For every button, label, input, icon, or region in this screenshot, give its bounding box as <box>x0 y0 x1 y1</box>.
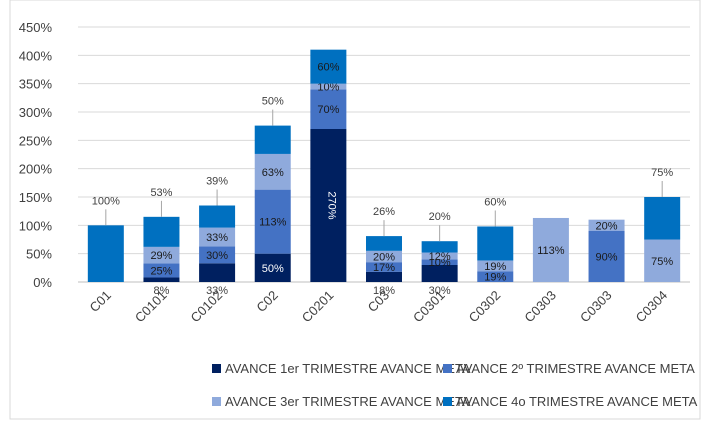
bar-segment <box>477 260 514 272</box>
data-label: 18% <box>373 285 395 297</box>
bar-segment <box>254 189 291 254</box>
bar-segment <box>532 217 569 282</box>
data-label: 8% <box>154 285 170 297</box>
data-label: 270% <box>325 191 337 219</box>
y-tick-label: 150% <box>19 190 53 205</box>
x-tick-label: C02 <box>253 288 280 315</box>
bar-segment <box>366 236 402 251</box>
data-label: 10% <box>317 82 339 94</box>
data-label: 19% <box>484 272 506 284</box>
bar-segment <box>421 265 458 282</box>
bar-segment <box>254 125 291 154</box>
bar-segment <box>199 205 236 228</box>
data-label: 30% <box>206 250 228 262</box>
bar-segment <box>199 263 236 282</box>
legend-label: AVANCE 4o TRIMESTRE AVANCE META <box>456 394 698 409</box>
data-label: 17% <box>373 262 395 274</box>
bar-segment <box>477 226 514 261</box>
data-label: 29% <box>150 250 172 262</box>
data-label: 60% <box>317 62 339 74</box>
legend-label: AVANCE 2º TRIMESTRE AVANCE META <box>456 361 695 376</box>
data-label: 60% <box>484 196 506 208</box>
bar-segment <box>254 253 291 282</box>
bar-segment <box>588 219 625 231</box>
bar-segment <box>143 263 180 278</box>
x-tick-label: C0302 <box>466 288 504 326</box>
legend-swatch <box>212 397 221 406</box>
x-tick-label: C0303 <box>521 288 559 326</box>
data-label: 50% <box>262 263 284 275</box>
y-tick-label: 100% <box>19 218 53 233</box>
data-label: 20% <box>373 252 395 264</box>
data-label: 30% <box>429 285 451 297</box>
chart-frame <box>9 0 701 420</box>
x-tick-label: C0303 <box>577 288 615 326</box>
legend-swatch <box>443 364 452 373</box>
bar-segment <box>644 239 681 282</box>
data-label: 50% <box>262 96 284 108</box>
bar-segment <box>421 252 458 260</box>
bar-segment <box>366 271 402 282</box>
y-tick-label: 0% <box>33 275 52 290</box>
data-label: 70% <box>317 104 339 116</box>
data-label: 113% <box>537 245 565 257</box>
y-tick-label: 250% <box>19 133 53 148</box>
legend-swatch <box>212 364 221 373</box>
data-label: 12% <box>429 251 451 263</box>
y-tick-label: 50% <box>26 247 52 262</box>
x-tick-label: C0304 <box>633 288 671 326</box>
data-label: 39% <box>206 176 228 188</box>
bar-segment <box>143 277 180 282</box>
y-tick-label: 350% <box>19 77 53 92</box>
data-label: 75% <box>651 167 673 179</box>
y-tick-label: 400% <box>19 48 53 63</box>
bar-segment <box>588 231 625 282</box>
bar-segment <box>644 197 681 240</box>
bar-segment <box>310 83 347 90</box>
x-tick-label: C01 <box>86 288 113 315</box>
bar-segment <box>310 89 347 129</box>
data-label: 33% <box>206 232 228 244</box>
bar-segment <box>199 246 236 264</box>
bar-segment <box>421 241 458 253</box>
bar-segment <box>310 49 347 84</box>
bar-segment <box>143 216 180 247</box>
bar-segment <box>366 262 402 272</box>
legend-label: AVANCE 3er TRIMESTRE AVANCE META <box>225 394 471 409</box>
data-label: 26% <box>373 206 395 218</box>
data-label: 53% <box>150 187 172 199</box>
data-label: 90% <box>596 252 618 264</box>
data-label: 20% <box>429 211 451 223</box>
data-label: 33% <box>206 285 228 297</box>
y-tick-label: 450% <box>19 20 53 35</box>
data-label: 25% <box>150 265 172 277</box>
data-label: 63% <box>262 167 284 179</box>
bar-segment <box>199 227 236 247</box>
y-tick-label: 300% <box>19 105 53 120</box>
data-label: 100% <box>92 195 120 207</box>
legend-label: AVANCE 1er TRIMESTRE AVANCE META <box>225 361 471 376</box>
bar-segment <box>366 250 402 263</box>
data-label: 20% <box>596 220 618 232</box>
data-label: 19% <box>484 261 506 273</box>
data-label: 113% <box>259 217 287 229</box>
data-label: 10% <box>429 257 451 269</box>
data-label: 75% <box>651 256 673 268</box>
bar-segment <box>477 271 514 282</box>
bar-segment <box>87 225 124 282</box>
bar-segment <box>254 153 291 190</box>
x-tick-label: C0201 <box>299 288 337 326</box>
bar-segment <box>310 129 347 282</box>
bar-segment <box>143 246 180 264</box>
bar-segment <box>421 259 458 265</box>
y-tick-label: 200% <box>19 162 53 177</box>
legend-swatch <box>443 397 452 406</box>
